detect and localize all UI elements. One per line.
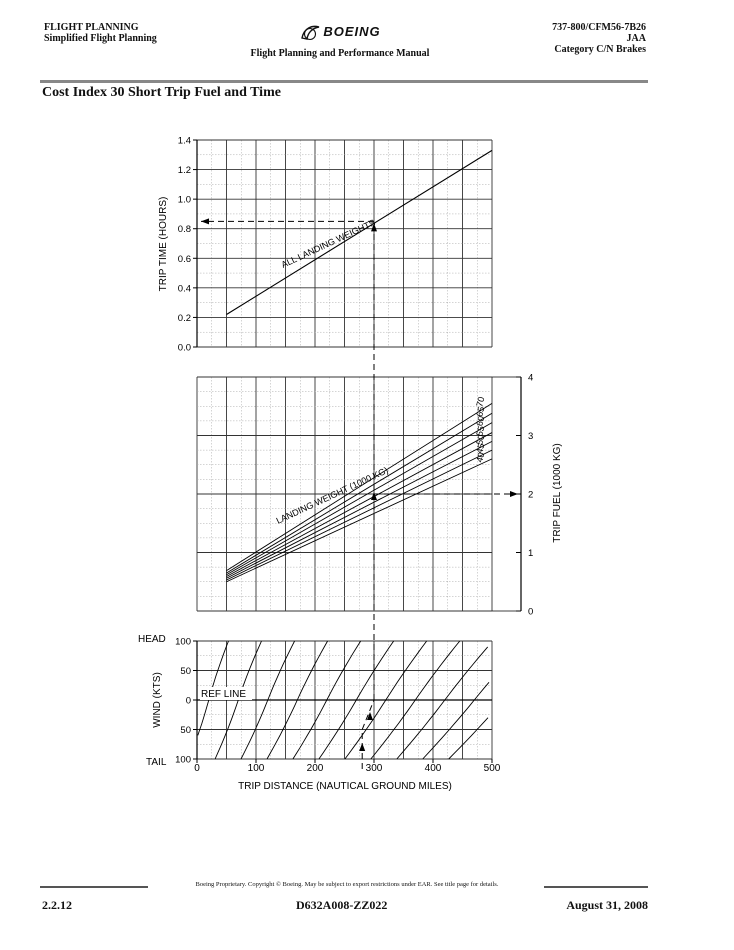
landing-weight-curve-label: 60 (474, 415, 486, 427)
fuel-curve-line (226, 458, 493, 583)
example-arrow-fuel (510, 491, 518, 497)
wind-guide-curve (396, 646, 489, 760)
wind-tick-label: 100 (175, 755, 191, 766)
boeing-logo: BOEING (230, 22, 450, 42)
example-arrow-time (201, 218, 209, 225)
landing-weight-curve-label: 65 (474, 406, 486, 418)
example-arrow-fuel-curve (371, 492, 377, 500)
x-tick-label: 300 (366, 763, 383, 774)
header-section: FLIGHT PLANNING (44, 22, 139, 33)
wind-tick-label: 100 (175, 637, 191, 648)
time-tick-label: 1.4 (178, 136, 191, 147)
x-tick-label: 400 (425, 763, 442, 774)
footer-copyright: Boeing Proprietary. Copyright © Boeing. … (195, 881, 499, 888)
ref-line-box (200, 687, 252, 700)
fuel-curve-line (226, 432, 493, 577)
header-right: 737-800/CFM56-7B26 JAA Category C/N Brak… (552, 22, 646, 55)
header-authority: JAA (626, 33, 646, 44)
ref-line-label: REF LINE (201, 689, 246, 700)
tail-label: TAIL (146, 757, 167, 768)
example-arrow-time-curve (371, 223, 377, 232)
fuel-curve-line (226, 440, 493, 579)
landing-weight-curve-label: 40 (474, 451, 486, 463)
wind-guide-curve (422, 682, 490, 760)
landing-weight-curve-label: 70 (474, 396, 486, 408)
wind-guide-curve (240, 640, 296, 760)
footer-doc-number: D632A008-ZZ022 (296, 898, 388, 912)
boeing-logo-text: BOEING (323, 24, 381, 39)
footer-page-number: 2.2.12 (42, 898, 72, 912)
wind-tick-label: 0 (186, 696, 191, 707)
landing-weight-curve-label: 45 (474, 442, 486, 454)
head-label: HEAD (138, 634, 166, 645)
fuel-curve-line (226, 422, 493, 576)
wind-guide-curve (344, 640, 428, 760)
header-brakes: Category C/N Brakes (554, 44, 646, 55)
fuel-curve-line (226, 449, 493, 581)
landing-weight-curve-label: 55 (474, 425, 486, 437)
time-curve-line (226, 149, 493, 315)
wind-guide-curve (292, 640, 362, 760)
footer-rule-right (544, 886, 648, 888)
time-tick-label: 0.4 (178, 283, 191, 294)
wind-tick-label: 50 (180, 725, 191, 736)
trip-time-axis-label: TRIP TIME (HOURS) (158, 197, 169, 292)
time-tick-label: 0.8 (178, 224, 191, 235)
header-model: 737-800/CFM56-7B26 (552, 22, 646, 33)
x-tick-label: 0 (194, 763, 200, 774)
footer-date: August 31, 2008 (566, 898, 648, 912)
time-tick-label: 1.2 (178, 165, 191, 176)
footer-rule-left (40, 886, 148, 888)
fuel-tick-label: 3 (528, 431, 533, 442)
page-title: Cost Index 30 Short Trip Fuel and Time (42, 85, 281, 100)
time-tick-label: 1.0 (178, 195, 191, 206)
time-tick-label: 0.0 (178, 343, 191, 354)
example-arrow-up (359, 743, 366, 751)
header-center: BOEING Flight Planning and Performance M… (230, 22, 450, 59)
x-tick-label: 500 (484, 763, 501, 774)
wind-guide-curve (370, 640, 461, 760)
landing-weight-label: LANDING WEIGHT (1000 KG) (275, 465, 390, 526)
time-tick-label: 0.2 (178, 313, 191, 324)
x-tick-label: 100 (248, 763, 265, 774)
wind-axis-label: WIND (KTS) (152, 672, 163, 728)
x-axis-label: TRIP DISTANCE (NAUTICAL GROUND MILES) (238, 781, 452, 792)
example-dash-wind (361, 699, 375, 730)
fuel-curve-line (226, 412, 493, 574)
header-rule (40, 80, 648, 83)
fuel-tick-label: 1 (528, 548, 533, 559)
time-tick-label: 0.6 (178, 254, 191, 265)
example-arrow-wind (367, 712, 373, 720)
fuel-curve-line (226, 402, 493, 572)
fuel-tick-label: 0 (528, 607, 533, 618)
boeing-logo-icon (301, 25, 320, 40)
header-left: FLIGHT PLANNING Simplified Flight Planni… (44, 22, 157, 44)
wind-guide-curve (266, 640, 328, 760)
header-subsection: Simplified Flight Planning (44, 33, 157, 44)
fuel-time-chart: 0.00.20.40.60.81.01.21.40123440455055606… (138, 136, 563, 793)
landing-weight-curve-label: 50 (474, 434, 486, 446)
manual-title: Flight Planning and Performance Manual (250, 48, 430, 59)
wind-tick-label: 50 (180, 666, 191, 677)
fuel-tick-label: 4 (528, 373, 533, 384)
fuel-tick-label: 2 (528, 490, 533, 501)
x-tick-label: 200 (307, 763, 324, 774)
trip-fuel-axis-label: TRIP FUEL (1000 KG) (552, 443, 563, 542)
wind-guide-curve (448, 717, 489, 760)
wind-guide-curve (318, 640, 395, 760)
